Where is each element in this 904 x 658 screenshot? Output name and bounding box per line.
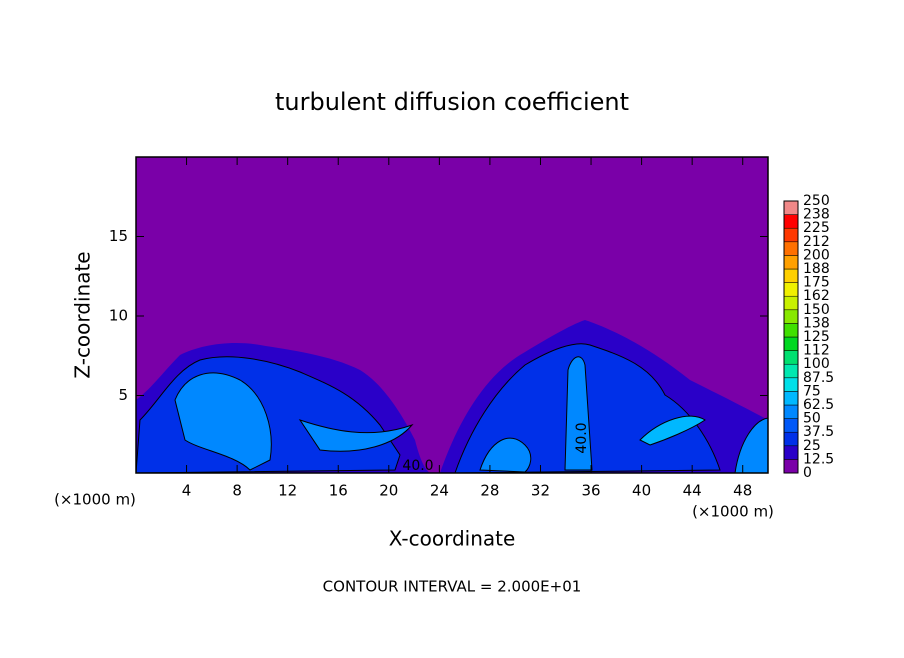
colorbar-label: 188 [803, 261, 830, 277]
colorbar-swatch [783, 268, 799, 283]
field [135, 157, 769, 474]
colorbar-label: 112 [803, 343, 830, 359]
colorbar-label: 0 [803, 465, 812, 481]
field-region [564, 356, 593, 471]
colorbar-swatch [783, 200, 799, 215]
colorbar-label: 175 [803, 275, 830, 291]
colorbar-label: 138 [803, 315, 830, 331]
colorbar-swatch [783, 282, 799, 297]
field-region [639, 415, 706, 446]
colorbar-label: 25 [803, 438, 821, 454]
x-tick-label: 20 [379, 482, 398, 500]
colorbar-label: 200 [803, 247, 830, 263]
field-region [298, 419, 414, 452]
colorbar-swatch [783, 404, 799, 419]
colorbar-frame [783, 200, 799, 474]
field-region [174, 372, 272, 471]
field-region [479, 437, 532, 473]
colorbar-label: 162 [803, 288, 830, 304]
colorbar-swatch [783, 350, 799, 365]
plot-frame [135, 156, 769, 474]
colorbar-label: 238 [803, 207, 830, 223]
colorbar-swatch [783, 377, 799, 392]
y-axis-label: Z-coordinate [71, 251, 95, 378]
colorbar-swatch [783, 323, 799, 338]
colorbar-label: 37.5 [803, 424, 834, 440]
colorbar-label: 225 [803, 220, 830, 236]
x-tick-label: 36 [581, 482, 600, 500]
x-unit-label: (×1000 m) [54, 491, 136, 509]
x-tick-label: 12 [278, 482, 297, 500]
colorbar-swatch [783, 241, 799, 256]
x-tick-label: 24 [430, 482, 449, 500]
colorbar-label: 212 [803, 234, 830, 250]
y-tick-label: 15 [109, 227, 128, 245]
x-unit-label: (×1000 m) [692, 503, 774, 521]
colorbar-label: 250 [803, 193, 830, 209]
colorbar-label: 75 [803, 383, 821, 399]
x-tick-label: 28 [480, 482, 499, 500]
y-tick-label: 10 [109, 306, 128, 324]
colorbar-label: 87.5 [803, 370, 834, 386]
colorbar-swatch [783, 295, 799, 311]
x-tick-label: 16 [329, 482, 348, 500]
colorbar-swatch [783, 363, 799, 379]
x-tick-label: 32 [531, 482, 550, 500]
contour-label: 40.0 [402, 458, 433, 474]
note: CONTOUR INTERVAL = 2.000E+01 [323, 578, 582, 596]
colorbar-label: 150 [803, 302, 830, 318]
colorbar-swatch [783, 227, 799, 243]
x-tick-label: 44 [683, 482, 702, 500]
colorbar-label: 100 [803, 356, 830, 372]
x-tick-label: 8 [232, 482, 242, 500]
colorbar-swatch [783, 255, 799, 270]
colorbar-swatch [783, 459, 799, 474]
x-axis-label: X-coordinate [389, 527, 516, 551]
x-tick-label: 4 [182, 482, 192, 500]
colorbar-swatch [783, 214, 799, 229]
y-tick-label: 5 [118, 386, 128, 404]
x-tick-label: 40 [632, 482, 651, 500]
colorbar-swatch [783, 418, 799, 433]
colorbar-swatch [783, 309, 799, 324]
chart-title: turbulent diffusion coefficient [275, 88, 629, 116]
colorbar-swatch [783, 336, 799, 351]
colorbar-label: 62.5 [803, 397, 834, 413]
colorbar-label: 50 [803, 411, 821, 427]
x-tick-label: 48 [733, 482, 752, 500]
colorbar-label: 12.5 [803, 451, 834, 467]
colorbar-swatch [783, 445, 799, 460]
colorbar-label: 125 [803, 329, 830, 345]
colorbar-swatch [783, 391, 799, 406]
contour-label: 40.0 [574, 422, 590, 453]
colorbar-swatch [783, 431, 799, 447]
